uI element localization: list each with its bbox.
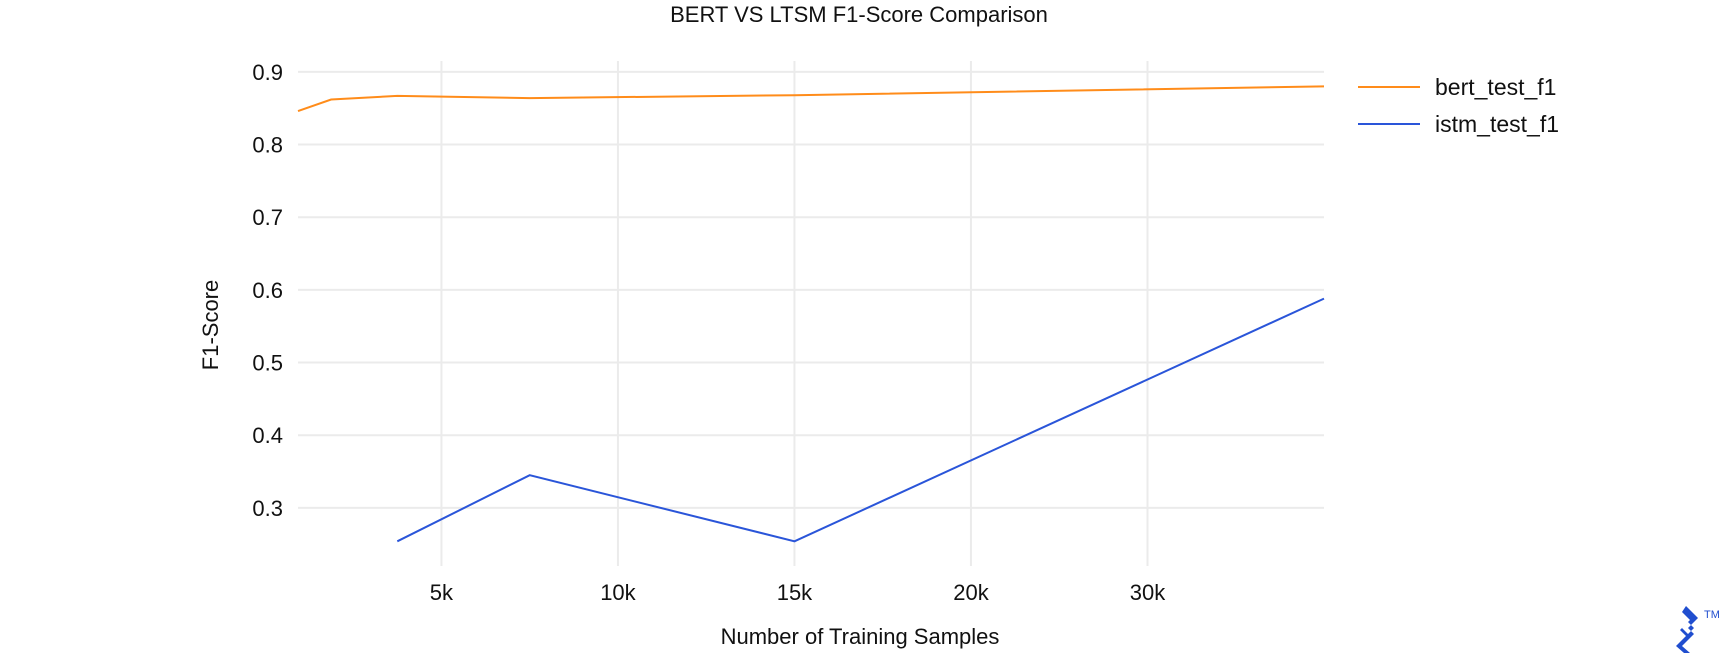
legend-label: bert_test_f1 xyxy=(1435,74,1556,100)
x-tick-label: 30k xyxy=(1130,580,1166,605)
x-axis-ticks: 5k 10k 15k 20k 30k xyxy=(430,580,1166,605)
legend-item-bert_test_f1[interactable]: bert_test_f1 xyxy=(1358,74,1556,100)
series-lines xyxy=(297,85,1325,543)
y-tick-label: 0.4 xyxy=(252,423,283,448)
series-line-istm_test_f1 xyxy=(396,297,1325,543)
y-tick-label: 0.6 xyxy=(252,278,283,303)
x-tick-label: 10k xyxy=(600,580,636,605)
gridlines xyxy=(298,61,1324,566)
legend-label: istm_test_f1 xyxy=(1435,111,1559,137)
y-tick-label: 0.5 xyxy=(252,351,283,376)
toptal-logo-mark xyxy=(1676,606,1698,653)
y-axis-ticks: 0.3 0.4 0.5 0.6 0.7 0.8 0.9 xyxy=(252,60,283,521)
legend-item-istm_test_f1[interactable]: istm_test_f1 xyxy=(1358,111,1559,137)
y-tick-label: 0.7 xyxy=(252,205,283,230)
series-line-bert_test_f1 xyxy=(297,85,1325,113)
chart-title: BERT VS LTSM F1-Score Comparison xyxy=(670,2,1048,27)
x-tick-label: 20k xyxy=(953,580,989,605)
x-tick-label: 5k xyxy=(430,580,454,605)
legend: bert_test_f1 istm_test_f1 xyxy=(1358,74,1559,137)
y-tick-label: 0.9 xyxy=(252,60,283,85)
trademark-symbol: TM xyxy=(1704,609,1720,621)
y-tick-label: 0.8 xyxy=(252,133,283,158)
toptal-logo: TM xyxy=(1676,606,1720,653)
x-axis-title: Number of Training Samples xyxy=(721,624,1000,649)
x-tick-label: 15k xyxy=(777,580,813,605)
y-tick-label: 0.3 xyxy=(252,496,283,521)
y-axis-title: F1-Score xyxy=(198,280,223,370)
